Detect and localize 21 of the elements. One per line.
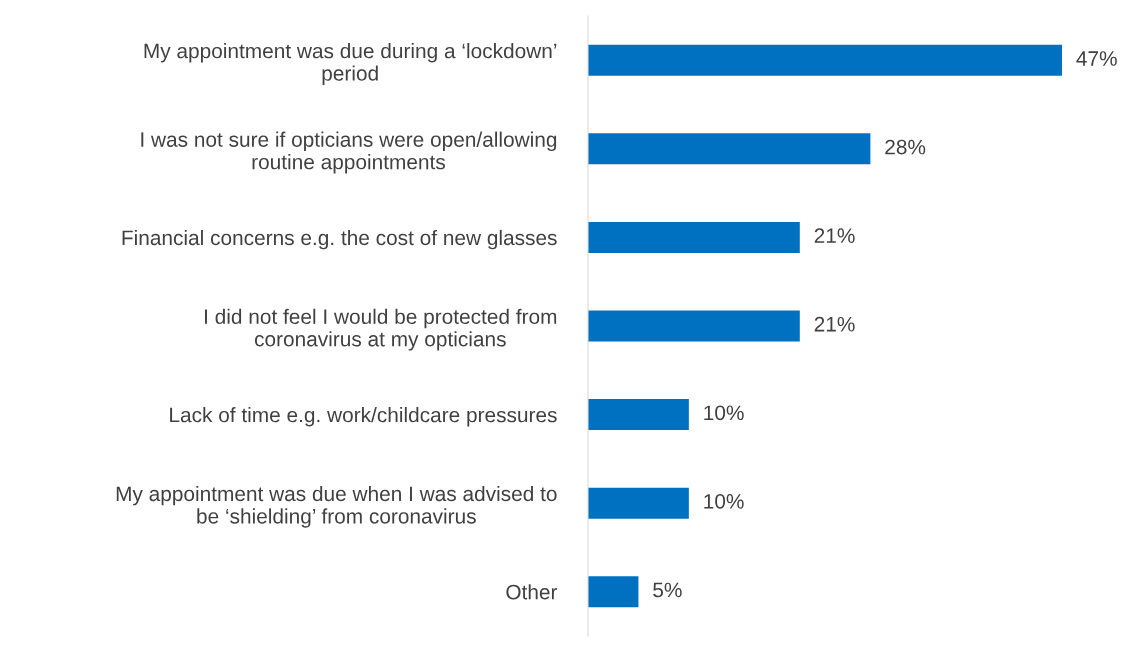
data-label: 10% xyxy=(704,405,744,421)
data-label: 21% xyxy=(814,228,855,243)
data-label: 5% xyxy=(653,582,682,598)
y-tick-label: My appointment was due when I was advised to be ‘shielding’ from coronavirus xyxy=(116,485,557,528)
bar xyxy=(588,221,800,253)
bar xyxy=(588,310,800,342)
y-tick-label: I was not sure if opticians were open/allowing routine appointments xyxy=(141,131,557,174)
bar xyxy=(588,487,689,519)
data-label: 21% xyxy=(814,316,855,332)
data-label: 28% xyxy=(885,139,926,155)
y-tick-label: Other xyxy=(506,584,558,600)
data-label: 47% xyxy=(1076,51,1117,66)
y-tick-label: Financial concerns e.g. the cost of new glasses xyxy=(122,229,557,250)
bar xyxy=(588,44,1062,76)
y-tick-label: My appointment was due during a ‘lockdown’ period xyxy=(144,43,557,85)
bar xyxy=(588,399,689,431)
y-tick-label: I did not feel I would be protected from coronavirus at my opticians xyxy=(205,308,557,351)
bar xyxy=(588,133,871,165)
data-label: 10% xyxy=(704,493,744,509)
bar xyxy=(588,576,639,608)
y-tick-label: Lack of time e.g. work/childcare pressures xyxy=(170,407,557,427)
